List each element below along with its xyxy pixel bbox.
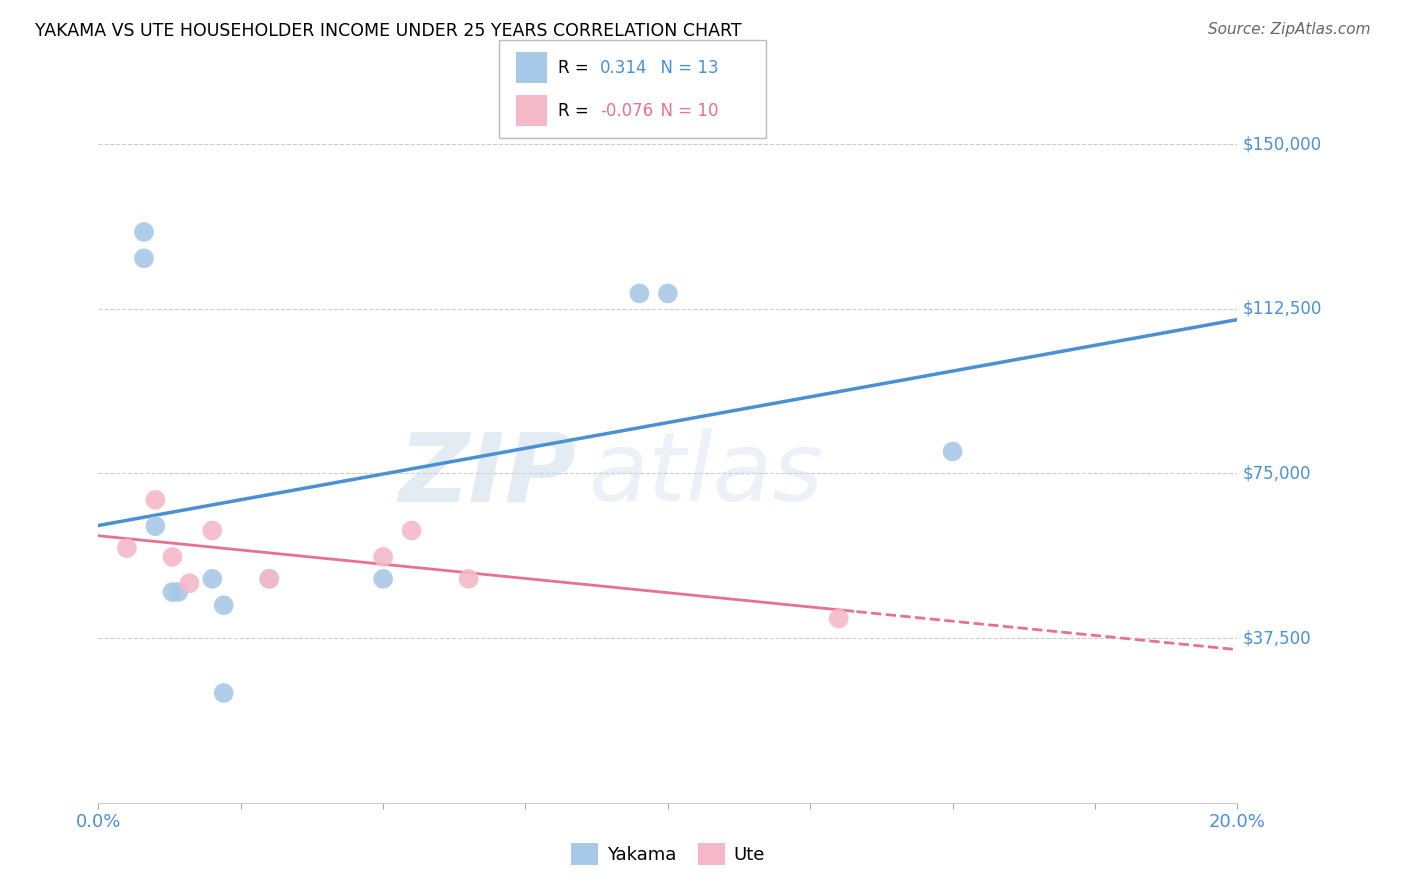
Text: atlas: atlas [588, 428, 823, 521]
Point [401, 524, 423, 538]
Point [201, 572, 224, 586]
Text: Source: ZipAtlas.com: Source: ZipAtlas.com [1208, 22, 1371, 37]
Text: $37,500: $37,500 [1243, 629, 1312, 647]
Point [942, 444, 965, 458]
Text: $150,000: $150,000 [1243, 135, 1322, 153]
Point [457, 572, 479, 586]
Point [162, 549, 184, 564]
Text: N = 10: N = 10 [650, 102, 718, 120]
Legend: Yakama, Ute: Yakama, Ute [564, 836, 772, 872]
Point [373, 572, 395, 586]
Point [132, 252, 155, 266]
Point [145, 492, 167, 507]
Point [373, 549, 395, 564]
Text: 0.314: 0.314 [600, 59, 648, 77]
Point [179, 576, 201, 591]
Point [145, 519, 167, 533]
Text: ZIP: ZIP [399, 428, 576, 521]
Point [259, 572, 281, 586]
Point [657, 286, 679, 301]
Text: R =: R = [558, 102, 595, 120]
Point [167, 585, 190, 599]
Point [259, 572, 281, 586]
Point [115, 541, 138, 555]
Point [132, 225, 155, 239]
Text: R =: R = [558, 59, 595, 77]
Point [162, 585, 184, 599]
Text: -0.076: -0.076 [600, 102, 654, 120]
Point [201, 524, 224, 538]
Text: $75,000: $75,000 [1243, 465, 1312, 483]
Point [628, 286, 651, 301]
Point [212, 598, 235, 612]
Text: YAKAMA VS UTE HOUSEHOLDER INCOME UNDER 25 YEARS CORRELATION CHART: YAKAMA VS UTE HOUSEHOLDER INCOME UNDER 2… [35, 22, 742, 40]
Text: N = 13: N = 13 [650, 59, 718, 77]
Point [212, 686, 235, 700]
Text: $112,500: $112,500 [1243, 300, 1323, 318]
Point [828, 611, 851, 625]
